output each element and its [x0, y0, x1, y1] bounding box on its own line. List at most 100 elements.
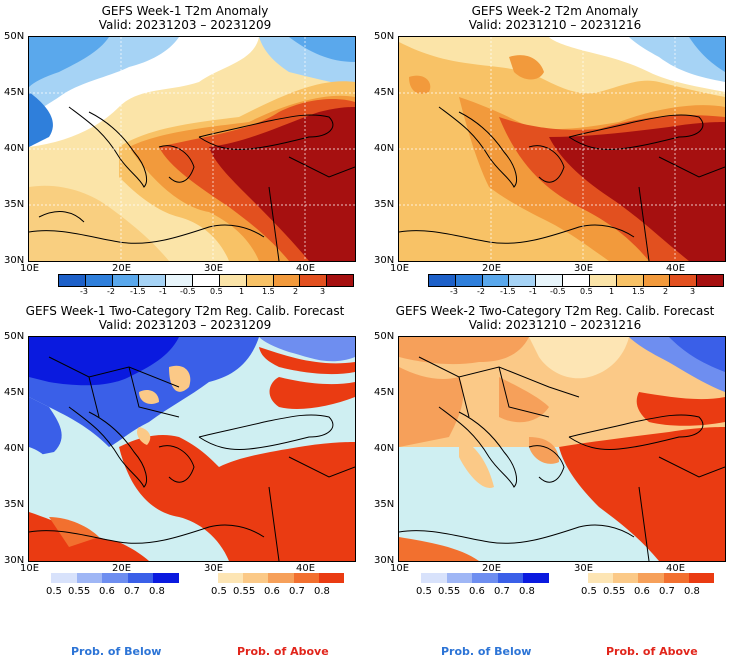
lon-label: 40E [296, 263, 316, 274]
prob-above-label: Prob. of Above [237, 645, 329, 658]
colorbar-swatch [327, 275, 353, 286]
lon-label: 20E [112, 563, 132, 574]
above-probability-colorbar [218, 573, 345, 583]
colorbar-tick: 0.6 [634, 586, 650, 597]
colorbar-tick: -0.5 [180, 287, 196, 296]
lon-label: 20E [482, 263, 502, 274]
colorbar-swatch [85, 275, 113, 286]
colorbar-swatch [76, 573, 103, 583]
colorbar-swatch [166, 275, 194, 286]
lat-label: 35N [374, 499, 395, 510]
colorbar-swatch [293, 573, 319, 583]
lat-label: 30N [4, 555, 25, 566]
colorbar-tick: 0.6 [264, 586, 280, 597]
colorbar-swatch [536, 275, 564, 286]
lat-label: 35N [4, 199, 25, 210]
colorbar-swatch [482, 275, 510, 286]
lat-label: 50N [374, 31, 395, 42]
colorbar-tick: 0.5 [210, 287, 223, 296]
colorbar-tick: 0.55 [68, 586, 91, 597]
panel-valid-dates: Valid: 20231203 – 20231209 [98, 18, 272, 32]
colorbar-swatch [59, 275, 86, 286]
colorbar-swatch [589, 275, 617, 286]
colorbar-tick: 0.5 [46, 586, 62, 597]
lat-label: 40N [4, 143, 25, 154]
colorbar-tick: -1.5 [130, 287, 146, 296]
lat-label: 40N [374, 443, 395, 454]
colorbar-tick: 1 [239, 287, 245, 296]
colorbar-swatch [219, 275, 247, 286]
colorbar-swatch [670, 275, 698, 286]
probability-map-week2 [398, 336, 726, 562]
prob-below-label: Prob. of Below [71, 645, 162, 658]
panel-title: GEFS Week-1 Two-Category T2m Reg. Calib.… [25, 304, 345, 318]
colorbar-swatch [102, 573, 128, 583]
lon-label: 30E [204, 563, 224, 574]
below-probability-colorbar [51, 573, 179, 583]
colorbar-tick: 0.7 [289, 586, 305, 597]
colorbar-swatch [472, 573, 498, 583]
lon-label: 40E [666, 563, 686, 574]
anomaly-map-week1 [28, 36, 356, 262]
colorbar-swatch [446, 573, 473, 583]
colorbar-swatch [153, 573, 179, 583]
colorbar-swatch [51, 573, 77, 583]
colorbar-swatch [563, 275, 590, 286]
colorbar-tick: 0.8 [684, 586, 700, 597]
colorbar-tick: 0.6 [99, 586, 115, 597]
lon-label: 20E [482, 563, 502, 574]
colorbar-swatch [697, 275, 723, 286]
lat-label: 50N [4, 331, 25, 342]
colorbar-swatch [643, 275, 671, 286]
colorbar-swatch [613, 573, 639, 583]
colorbar-swatch [127, 573, 154, 583]
colorbar-swatch [663, 573, 689, 583]
prob-below-label: Prob. of Below [441, 645, 532, 658]
colorbar-swatch [112, 275, 140, 286]
colorbar-swatch [638, 573, 664, 583]
colorbar-tick: -3 [80, 287, 88, 296]
colorbar-swatch [616, 275, 644, 286]
colorbar-tick: 2 [663, 287, 669, 296]
colorbar-swatch [318, 573, 345, 583]
colorbar-swatch [688, 573, 715, 583]
lon-label: 40E [666, 263, 686, 274]
lon-label: 10E [390, 263, 410, 274]
colorbar-swatch [243, 573, 269, 583]
lat-label: 45N [374, 87, 395, 98]
lat-label: 45N [4, 87, 25, 98]
lon-label: 30E [574, 563, 594, 574]
colorbar-tick: 0.6 [469, 586, 485, 597]
colorbar-tick: -1.5 [500, 287, 516, 296]
colorbar-swatch [421, 573, 447, 583]
colorbar-tick: 0.7 [124, 586, 140, 597]
colorbar-swatch [139, 275, 167, 286]
colorbar-tick: 0.5 [580, 287, 593, 296]
panel-valid-dates: Valid: 20231210 – 20231216 [468, 18, 642, 32]
anomaly-map-week2 [398, 36, 726, 262]
lon-label: 40E [296, 563, 316, 574]
colorbar-tick: 3 [320, 287, 326, 296]
lat-label: 45N [4, 387, 25, 398]
lon-label: 10E [20, 263, 40, 274]
colorbar-tick: -0.5 [550, 287, 566, 296]
colorbar-tick: -3 [450, 287, 458, 296]
colorbar-tick: -1 [529, 287, 537, 296]
colorbar-tick: 1.5 [262, 287, 275, 296]
colorbar-swatch [509, 275, 537, 286]
panel-title: GEFS Week-2 T2m Anomaly [471, 4, 639, 18]
colorbar-swatch [523, 573, 549, 583]
lat-label: 30N [4, 255, 25, 266]
colorbar-swatch [300, 275, 328, 286]
lat-label: 30N [374, 255, 395, 266]
colorbar-tick: 3 [690, 287, 696, 296]
colorbar-tick: -1 [159, 287, 167, 296]
colorbar-tick: 0.55 [233, 586, 256, 597]
lat-label: 40N [374, 143, 395, 154]
colorbar-swatch [497, 573, 524, 583]
prob-above-label: Prob. of Above [606, 645, 698, 658]
colorbar-swatch [193, 275, 220, 286]
lon-label: 10E [390, 563, 410, 574]
lat-label: 50N [374, 331, 395, 342]
anomaly-colorbar [428, 274, 724, 287]
